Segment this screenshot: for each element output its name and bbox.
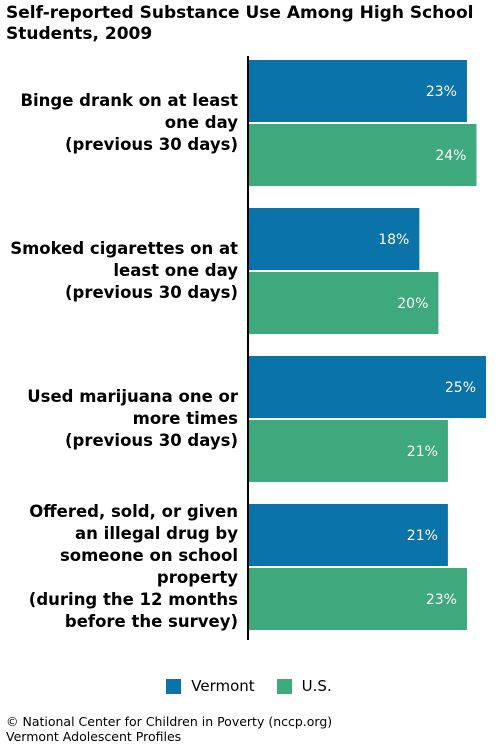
bar-us-2 xyxy=(248,420,448,482)
bar-value-label-us-3: 23% xyxy=(426,592,457,608)
bar-value-label-us-1: 20% xyxy=(397,296,428,312)
category-label-line: someone on school xyxy=(59,546,238,565)
footer: © National Center for Children in Povert… xyxy=(6,714,332,744)
legend-swatch-us xyxy=(276,678,292,694)
category-label-line: (during the 12 months xyxy=(28,590,238,609)
source-text: Vermont Adolescent Profiles xyxy=(6,729,182,744)
category-label-line: Binge drank on at least xyxy=(20,91,238,110)
category-label-1: Smoked cigarettes on at least one day (pre… xyxy=(10,238,238,304)
category-label-line: (previous 30 days) xyxy=(64,283,238,302)
category-label-line: least one day xyxy=(113,261,238,280)
bar-value-label-vermont-1: 18% xyxy=(378,232,409,248)
category-label-0: Binge drank on at least one day (previous … xyxy=(20,90,238,156)
legend-item-vermont: Vermont xyxy=(166,677,255,695)
legend-label-vermont: Vermont xyxy=(191,677,255,695)
category-label-line: more times xyxy=(132,409,238,428)
bar-us-1 xyxy=(248,272,439,334)
category-label-line: Offered, sold, or given xyxy=(29,502,238,521)
bar-vermont-1 xyxy=(248,208,420,270)
copyright-text: © National Center for Children in Povert… xyxy=(6,714,333,729)
bar-value-label-us-0: 24% xyxy=(435,148,466,164)
legend-label-us: U.S. xyxy=(301,677,332,695)
bar-us-0 xyxy=(248,124,477,186)
chart-title: Self-reported Substance Use Among High S… xyxy=(6,3,474,44)
category-label-line: Smoked cigarettes on at xyxy=(10,239,238,258)
bar-us-3 xyxy=(248,568,467,630)
category-label-line: before the survey) xyxy=(64,612,238,631)
bar-vermont-2 xyxy=(248,356,486,418)
bar-value-label-us-2: 21% xyxy=(407,444,438,460)
bar-value-label-vermont-0: 23% xyxy=(426,84,457,100)
category-label-2: Used marijuana one or more times (previous… xyxy=(27,386,238,452)
category-label-line: one day xyxy=(164,113,238,132)
bar-value-label-vermont-3: 21% xyxy=(407,528,438,544)
bar-vermont-3 xyxy=(248,504,448,566)
bar-vermont-0 xyxy=(248,60,467,122)
category-label-line: property xyxy=(156,568,238,587)
category-label-line: (previous 30 days) xyxy=(64,431,238,450)
bar-value-label-vermont-2: 25% xyxy=(445,380,476,396)
legend: Vermont U.S. xyxy=(0,677,498,695)
category-label-line: an illegal drug by xyxy=(75,524,238,543)
category-label-3: Offered, sold, or given an illegal drug b… xyxy=(29,501,238,633)
legend-item-us: U.S. xyxy=(276,677,332,695)
category-label-line: Used marijuana one or xyxy=(27,387,238,406)
category-label-line: (previous 30 days) xyxy=(64,135,238,154)
legend-swatch-vermont xyxy=(166,678,182,694)
